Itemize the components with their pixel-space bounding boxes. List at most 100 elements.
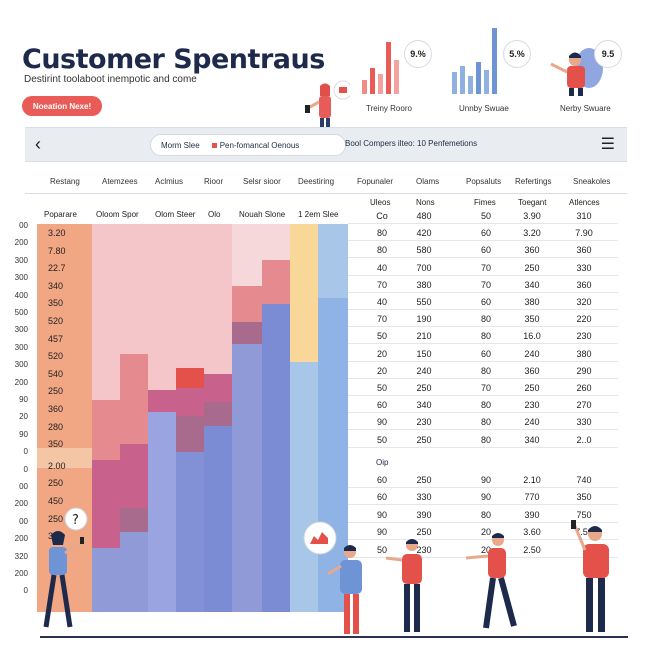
column-segment: [232, 322, 262, 344]
col-header-0[interactable]: Restang: [50, 177, 80, 186]
col-header-2[interactable]: Aclmius: [155, 177, 184, 186]
column-segment: [204, 426, 232, 612]
column-segment: [120, 444, 148, 508]
y-axis-tick: 500: [14, 308, 28, 317]
col-header-7[interactable]: Olams: [416, 177, 440, 186]
y-axis-tick: 00: [19, 516, 28, 526]
table-cell: 80: [480, 509, 491, 520]
table-cell: 2.50: [523, 544, 541, 555]
table-cell: 50: [376, 331, 387, 342]
column-segment: [176, 224, 204, 368]
y-axis-tick: 200: [14, 534, 28, 544]
left-value: 350: [48, 298, 64, 309]
col-header-9[interactable]: Refertings: [515, 177, 552, 186]
column-segment: [92, 460, 120, 548]
table-cell: 310: [576, 211, 592, 221]
column-segment: [232, 224, 262, 286]
table-cell: 330: [416, 492, 432, 503]
col-header-6[interactable]: Fopunaler: [357, 177, 394, 186]
table-cell: 240: [524, 417, 540, 428]
left-value: 350: [48, 439, 64, 450]
hamburger-menu-icon[interactable]: ☰: [600, 136, 615, 153]
table-cell: 7.50: [575, 527, 593, 538]
table-cell: 40: [376, 262, 387, 273]
table-row-divider: [348, 326, 618, 328]
table-cell: 390: [524, 509, 540, 520]
table-cell: 70: [376, 279, 387, 290]
col-header-4[interactable]: Selsr sioor: [243, 177, 281, 186]
table-row-divider: [348, 223, 618, 224]
man-pointing-illustration: [385, 539, 422, 632]
column-segment: [232, 286, 262, 322]
column-segment: [232, 344, 262, 612]
column-segment: [148, 412, 176, 612]
ground-line: [40, 636, 628, 638]
cta-button[interactable]: Noeation Nexe!: [22, 96, 102, 116]
table-cell: 20: [480, 527, 491, 538]
table-cell: 60: [480, 348, 491, 359]
page-title: Customer Spentraus: [22, 44, 325, 75]
table-cell: 340: [524, 434, 540, 445]
pill-left-label: Morm Slee: [161, 140, 200, 150]
stat-chart-2: [452, 28, 497, 94]
table-cell: 350: [524, 314, 540, 325]
col-header-1[interactable]: Atemzees: [102, 177, 138, 186]
stat-chart-1: [362, 42, 399, 94]
column-segment: [148, 390, 176, 412]
column-segment: [204, 224, 232, 374]
y-axis-tick: 00: [19, 221, 28, 230]
left-value: 280: [48, 421, 64, 432]
table-cell: 270: [576, 400, 592, 411]
sub-header-7: Nons: [416, 198, 435, 207]
table-cell: 190: [416, 314, 432, 325]
left-value: 360: [48, 404, 64, 414]
pill-right-label: Pen-fomancal Oenous: [219, 140, 300, 150]
column-segment: [148, 224, 176, 390]
table-cell: 3.90: [523, 211, 541, 221]
table-cell: 420: [416, 228, 432, 239]
table-cell: 40: [376, 297, 387, 307]
stat-label-1: Treiny Rooro: [366, 104, 412, 113]
table-cell: 70: [480, 262, 491, 273]
toolbar-info-text: Bool Compers ilteo: 10 Penfemetions: [345, 139, 478, 148]
col-header-3[interactable]: Rioor: [204, 177, 224, 186]
table-cell: 16.0: [523, 331, 541, 342]
chevron-left-icon[interactable]: ‹: [35, 134, 41, 154]
filter-pill[interactable]: Morm Slee Pen-fomancal Oenous: [150, 134, 346, 156]
question-icon: ?: [72, 513, 79, 528]
table-cell: 360: [524, 365, 540, 376]
table-cell: 70: [480, 279, 491, 290]
table-row-divider: [348, 240, 618, 242]
y-axis-tick: 00: [19, 482, 28, 491]
table-cell: 20: [376, 348, 387, 359]
table-cell: 220: [576, 314, 592, 325]
column-segment: [176, 452, 204, 612]
left-value: 250: [48, 478, 64, 489]
sub-header-3: Olo: [208, 210, 221, 219]
table-cell: Co: [376, 211, 388, 221]
y-axis-tick: 320: [14, 551, 28, 561]
y-axis-tick: 300: [14, 255, 28, 265]
left-value: 340: [48, 280, 64, 291]
table-cell: 20: [480, 544, 491, 555]
table-cell: 60: [480, 245, 491, 256]
table-cell: 60: [480, 297, 491, 307]
sub-header-0: Poparare: [44, 210, 77, 219]
table-cell: 480: [416, 211, 432, 221]
table-cell: 250: [416, 475, 432, 485]
table-cell: 50: [376, 544, 387, 555]
sub-header-1: Oloom Spor: [96, 210, 139, 219]
table-cell: 770: [524, 492, 540, 503]
table-cell: 250: [416, 434, 432, 445]
col-header-8[interactable]: Popsaluts: [466, 177, 502, 186]
table-cell: 240: [416, 365, 432, 376]
table-row-divider: [348, 487, 618, 488]
col-header-5[interactable]: Deestiring: [298, 177, 335, 186]
table-cell: 3.20: [523, 228, 541, 239]
col-header-10[interactable]: Sneakoles: [573, 177, 611, 186]
y-axis-tick: 400: [14, 290, 28, 300]
table-cell: 50: [376, 434, 387, 445]
table-cell: 90: [376, 527, 387, 538]
table-cell: 80: [480, 434, 491, 445]
table-cell: 80: [480, 314, 491, 325]
